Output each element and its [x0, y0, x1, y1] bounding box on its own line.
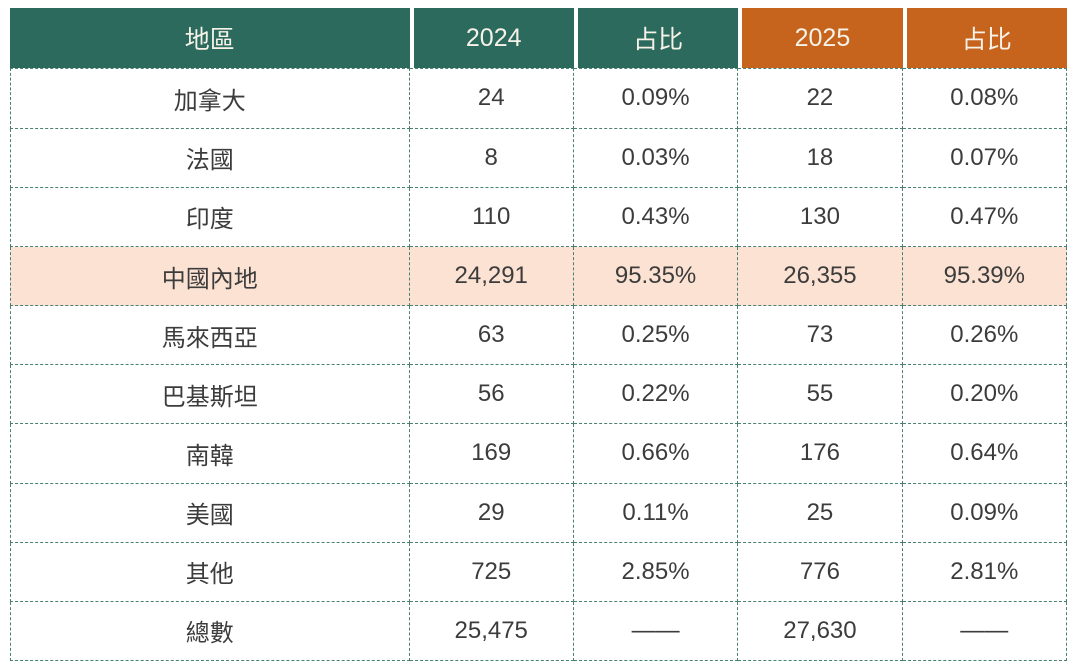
value-cell: 29 — [409, 483, 574, 543]
table-row: 中國內地 24,291 95.35% 26,355 95.39% — [10, 247, 1067, 307]
value-cell: 0.43% — [573, 187, 739, 248]
value-cell: 0.11% — [573, 483, 739, 543]
value-cell: 0.08% — [902, 68, 1067, 129]
value-cell: 0.64% — [902, 424, 1067, 484]
region-cell: 馬來西亞 — [10, 306, 410, 366]
region-cell: 美國 — [10, 483, 410, 543]
value-cell: 0.26% — [902, 306, 1067, 366]
region-cell: 加拿大 — [10, 68, 410, 129]
value-cell: 725 — [409, 542, 574, 602]
value-cell: 0.03% — [573, 128, 739, 188]
value-cell: 169 — [409, 424, 574, 484]
header-cell-share-2024: 占比 — [573, 8, 739, 68]
value-cell: 24,291 — [409, 247, 574, 307]
value-cell: 0.22% — [573, 365, 739, 425]
value-cell: —— — [573, 601, 739, 661]
header-cell-share-2025: 占比 — [902, 8, 1067, 68]
value-cell: 2.81% — [902, 542, 1067, 602]
value-cell: 0.20% — [902, 365, 1067, 425]
value-cell: 130 — [738, 187, 903, 248]
value-cell: 776 — [738, 542, 903, 602]
region-stats-table: 地區 2024 占比 2025 占比 加拿大 24 0.09% 22 0.08% 法國 8 0… — [10, 8, 1067, 661]
value-cell: 22 — [738, 68, 903, 129]
header-row: 地區 2024 占比 2025 占比 — [10, 8, 1067, 68]
region-cell: 其他 — [10, 542, 410, 602]
value-cell: 73 — [738, 306, 903, 366]
value-cell: —— — [902, 601, 1067, 661]
value-cell: 2.85% — [573, 542, 739, 602]
value-cell: 8 — [409, 128, 574, 188]
region-cell: 印度 — [10, 187, 410, 248]
value-cell: 55 — [738, 365, 903, 425]
value-cell: 0.25% — [573, 306, 739, 366]
value-cell: 0.66% — [573, 424, 739, 484]
table-row: 法國 8 0.03% 18 0.07% — [10, 128, 1067, 188]
value-cell: 110 — [409, 187, 574, 248]
value-cell: 26,355 — [738, 247, 903, 307]
value-cell: 25 — [738, 483, 903, 543]
table-row: 巴基斯坦 56 0.22% 55 0.20% — [10, 365, 1067, 425]
header-cell-2024: 2024 — [409, 8, 574, 68]
table-row: 其他 725 2.85% 776 2.81% — [10, 542, 1067, 602]
region-cell: 南韓 — [10, 424, 410, 484]
table-row: 印度 110 0.43% 130 0.47% — [10, 187, 1067, 248]
value-cell: 0.07% — [902, 128, 1067, 188]
header-cell-2025: 2025 — [738, 8, 903, 68]
value-cell: 18 — [738, 128, 903, 188]
value-cell: 0.09% — [902, 483, 1067, 543]
table-row: 馬來西亞 63 0.25% 73 0.26% — [10, 306, 1067, 366]
value-cell: 95.39% — [902, 247, 1067, 307]
region-cell: 中國內地 — [10, 247, 410, 307]
value-cell: 25,475 — [409, 601, 574, 661]
value-cell: 95.35% — [573, 247, 739, 307]
total-row: 總數 25,475 —— 27,630 —— — [10, 601, 1067, 661]
value-cell: 56 — [409, 365, 574, 425]
value-cell: 176 — [738, 424, 903, 484]
region-cell: 總數 — [10, 601, 410, 661]
table-body: 加拿大 24 0.09% 22 0.08% 法國 8 0.03% 18 0.07% 印度 110 0.4… — [10, 68, 1067, 661]
region-cell: 巴基斯坦 — [10, 365, 410, 425]
table-row: 南韓 169 0.66% 176 0.64% — [10, 424, 1067, 484]
header-cell-region: 地區 — [10, 8, 410, 68]
value-cell: 0.47% — [902, 187, 1067, 248]
value-cell: 24 — [409, 68, 574, 129]
value-cell: 0.09% — [573, 68, 739, 129]
value-cell: 27,630 — [738, 601, 903, 661]
table-row: 美國 29 0.11% 25 0.09% — [10, 483, 1067, 543]
table-row: 加拿大 24 0.09% 22 0.08% — [10, 68, 1067, 129]
region-cell: 法國 — [10, 128, 410, 188]
value-cell: 63 — [409, 306, 574, 366]
